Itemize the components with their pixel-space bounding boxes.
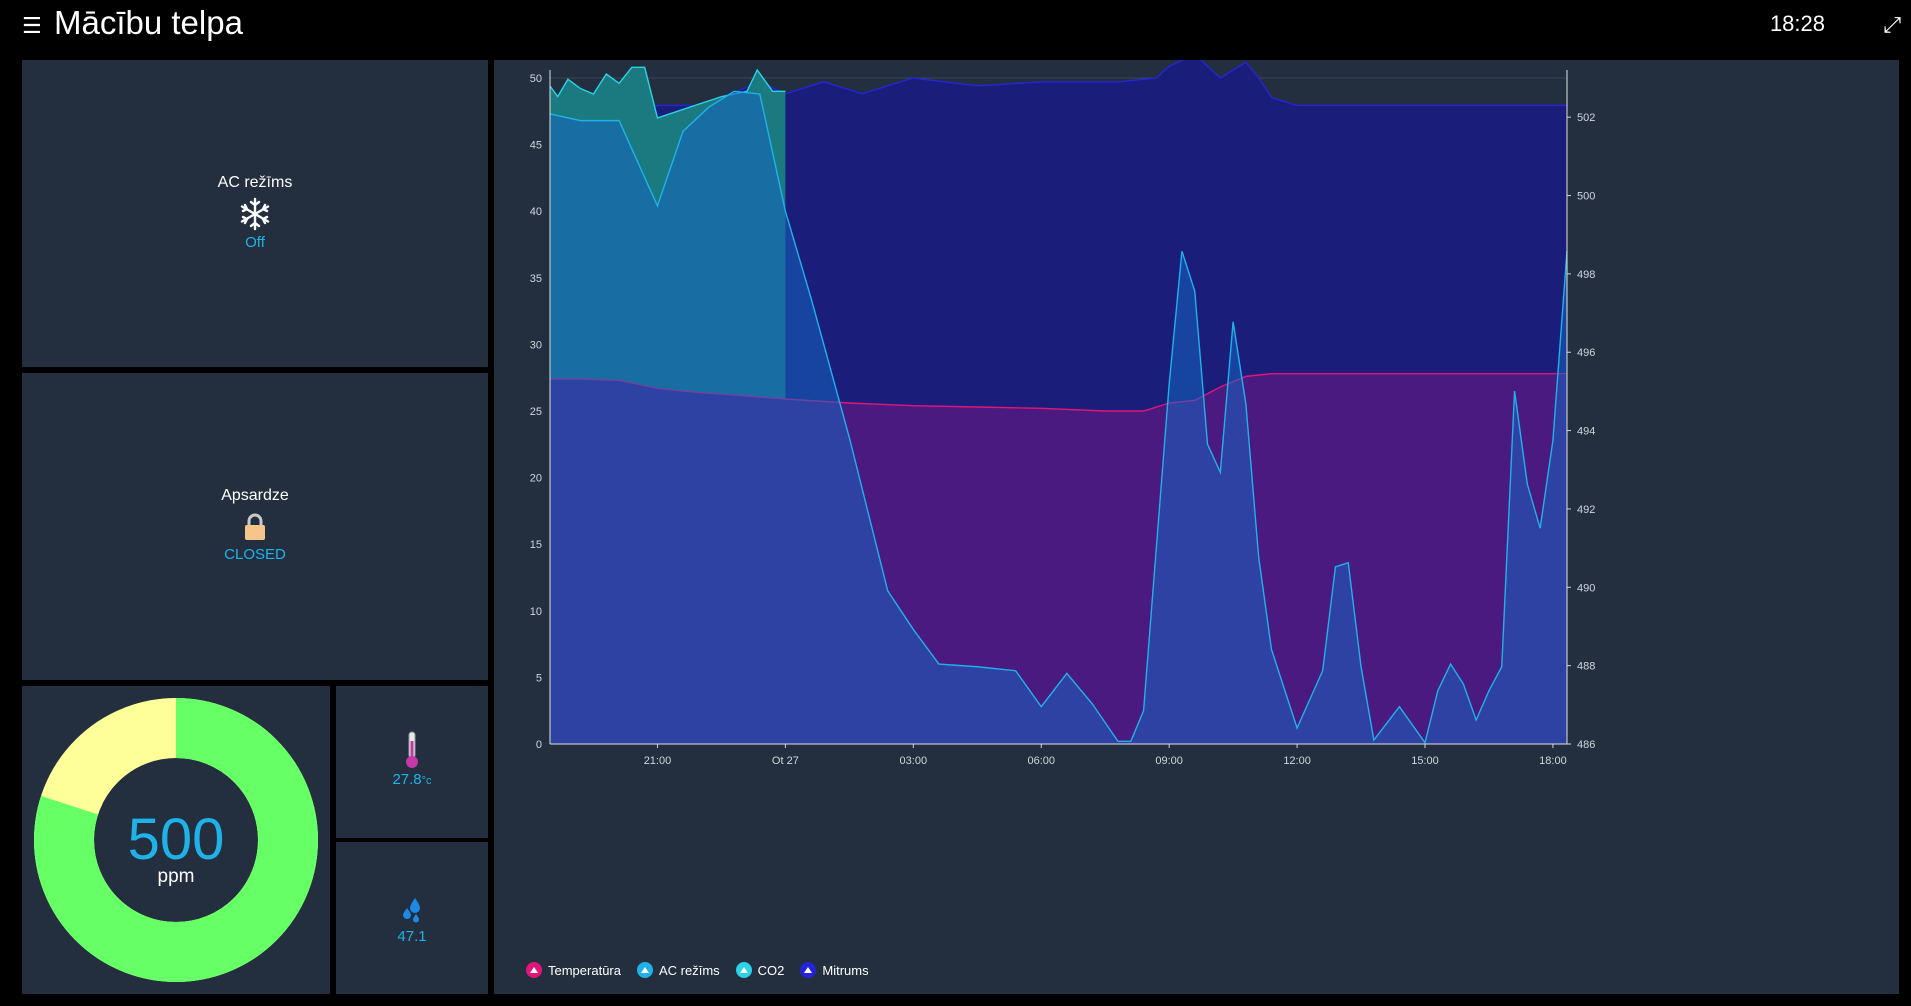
y-right-tick-label: 490 xyxy=(1577,582,1595,594)
co2-series-line xyxy=(549,66,786,119)
humidity-value: 47.1 xyxy=(397,928,427,945)
water-drops-icon xyxy=(336,897,488,928)
legend-humidity-label: Mitrums xyxy=(822,962,869,978)
security-value: CLOSED xyxy=(224,546,286,563)
gauge-green-arc xyxy=(34,698,318,982)
y-left-tick-label: 45 xyxy=(530,140,542,152)
legend-item-humidity[interactable]: Mitrums xyxy=(800,962,869,978)
y-right-tick-label: 488 xyxy=(1577,661,1595,673)
legend-temperature-label: Temperatūra xyxy=(548,962,621,978)
ac-mode-value: Off xyxy=(245,234,265,251)
ac-mode-tile[interactable]: AC režīms Off xyxy=(22,60,488,367)
y-left-tick-label: 40 xyxy=(530,206,542,218)
temperature-unit: °c xyxy=(421,775,432,787)
y-right-tick-label: 502 xyxy=(1577,112,1595,124)
co2-gauge xyxy=(34,698,318,982)
y-left-tick-label: 0 xyxy=(536,739,542,751)
co2-value: 500 xyxy=(127,807,225,872)
legend-item-co2[interactable]: CO2 xyxy=(735,962,785,978)
y-right-tick-label: 496 xyxy=(1577,347,1595,359)
legend-item-ac[interactable]: AC režīms xyxy=(636,962,720,978)
ac-series-line xyxy=(549,90,1568,745)
x-tick-label: 12:00 xyxy=(1283,755,1311,767)
ac-series-area xyxy=(550,91,1567,744)
fullscreen-icon[interactable]: ⤢ xyxy=(1883,12,1901,37)
legend-ac-icon xyxy=(636,962,653,978)
co2-unit: ppm xyxy=(157,866,195,887)
y-left-tick-label: 5 xyxy=(536,672,542,684)
x-tick-label: 06:00 xyxy=(1027,755,1055,767)
y-left-tick-label: 15 xyxy=(530,539,542,551)
legend-temperature-icon xyxy=(526,962,542,978)
lock-icon xyxy=(22,513,488,546)
y-right-tick-label: 486 xyxy=(1577,739,1595,751)
x-tick-label: 15:00 xyxy=(1411,755,1439,767)
snowflake-icon xyxy=(22,197,488,236)
co2-gauge-tile[interactable]: 500 ppm xyxy=(22,686,330,994)
y-right-tick-label: 492 xyxy=(1577,504,1595,516)
history-chart[interactable]: 0 5 10 15 20 25 30 35 40 45 50 486 488 490 492 494 496 49… xyxy=(494,60,1899,994)
x-tick-label: 18:00 xyxy=(1539,755,1567,767)
legend-co2-icon xyxy=(735,962,752,978)
y-right-tick-label: 494 xyxy=(1577,426,1595,438)
temperature-tile[interactable]: 27.8°c xyxy=(336,686,488,838)
y-left-tick-label: 20 xyxy=(530,473,542,485)
temperature-value: 27.8°c xyxy=(336,771,488,788)
humidity-tile[interactable]: 47.1 xyxy=(336,842,488,994)
y-right-tick-label: 500 xyxy=(1577,191,1595,203)
legend-item-temperature[interactable]: Temperatūra xyxy=(526,962,621,978)
x-tick-label: 21:00 xyxy=(644,755,672,767)
security-label: Apsardze xyxy=(221,487,289,504)
legend-ac-label: AC režīms xyxy=(658,962,720,978)
y-right-tick-label: 498 xyxy=(1577,269,1595,281)
y-left-tick-label: 30 xyxy=(530,339,542,351)
y-left-tick-label: 50 xyxy=(530,73,542,85)
hamburger-icon[interactable]: ☰ xyxy=(22,13,42,38)
ac-mode-label: AC režīms xyxy=(217,174,293,191)
x-tick-label: Ot 27 xyxy=(772,755,799,767)
history-chart-card: 0 5 10 15 20 25 30 35 40 45 50 486 488 490 492 494 496 49… xyxy=(494,60,1899,994)
y-left-tick-label: 10 xyxy=(530,606,542,618)
y-left-tick-label: 35 xyxy=(530,273,542,285)
y-left-tick-label: 25 xyxy=(530,406,542,418)
security-tile[interactable]: Apsardze CLOSED xyxy=(22,373,488,680)
temperature-number: 27.8 xyxy=(392,771,422,788)
x-tick-label: 03:00 xyxy=(900,755,928,767)
clock: 18:28 xyxy=(1769,11,1825,36)
legend-humidity-icon xyxy=(800,962,817,978)
page-title: Mācību telpa xyxy=(54,4,243,41)
top-bar: ☰ Mācību telpa 18:28 ⤢ xyxy=(0,0,1911,50)
legend-co2-label: CO2 xyxy=(757,962,785,978)
chart-legend: Temperatūra AC režīms CO2 Mitrums xyxy=(526,962,869,978)
thermometer-icon xyxy=(336,731,488,774)
x-tick-label: 09:00 xyxy=(1155,755,1183,767)
